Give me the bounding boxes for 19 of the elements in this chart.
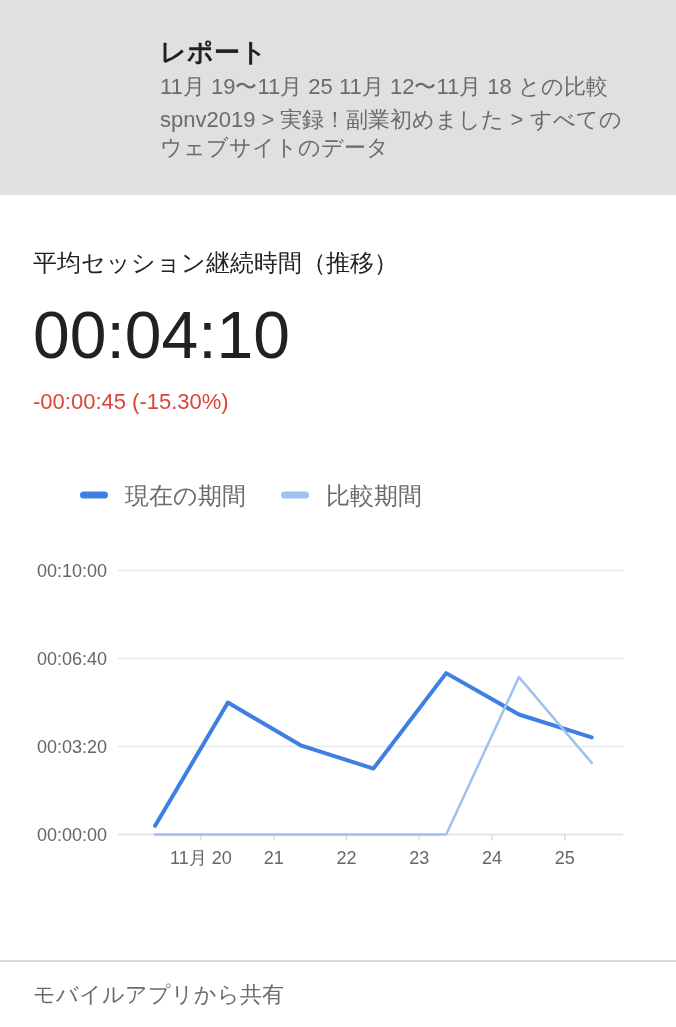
y-tick-label: 00:03:20: [36, 736, 107, 757]
text: -00:00:45 (-15.30%): [33, 388, 230, 416]
legend-label: 現在の期間: [125, 481, 246, 509]
x-tick-label: 23: [409, 848, 430, 868]
text: モバイルアプリから共有: [33, 981, 285, 1009]
chart-title: 平均セッション継続時間（推移）: [33, 248, 398, 276]
text: レポート: [160, 36, 268, 69]
x-tick-label: 22: [336, 848, 357, 868]
x-tick-label: 21: [263, 848, 284, 868]
x-tick-label: 24: [482, 848, 503, 868]
x-tick-label: 11月 20: [170, 848, 232, 868]
text: 11月 19〜11月 25 11月 12〜11月 18 との比較: [160, 73, 609, 101]
y-tick-label: 00:06:40: [36, 648, 107, 669]
y-tick-label: 00:10:00: [36, 560, 107, 581]
y-tick-label: 00:00:00: [36, 824, 107, 845]
legend-label: 比較期間: [326, 481, 422, 509]
x-tick-label: 25: [554, 848, 575, 868]
text: spnv2019 > 実録！副業初めました > すべてのウェブサイトのデータ: [160, 106, 623, 161]
text: 00:04:10: [33, 297, 291, 374]
